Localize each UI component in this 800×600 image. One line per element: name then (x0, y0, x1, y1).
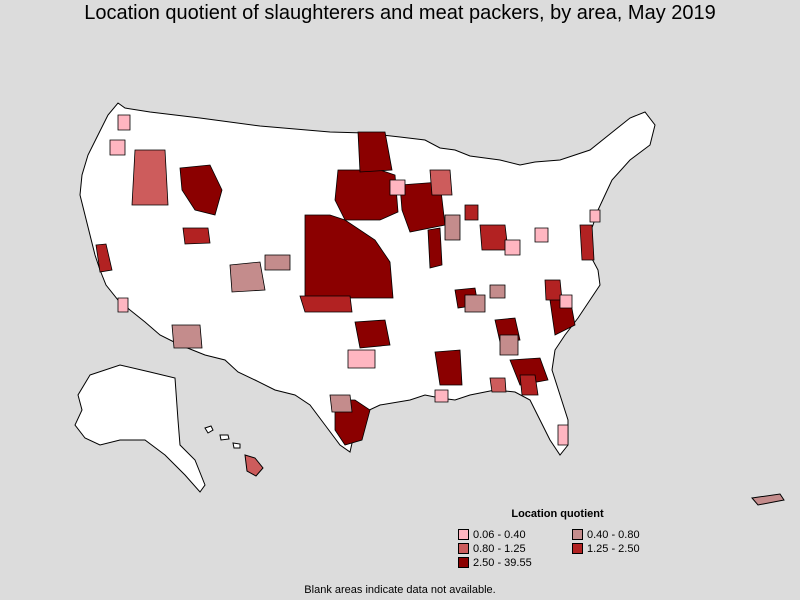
puerto-rico (751, 493, 785, 506)
legend-item-4: 1.25 - 2.50 (572, 542, 682, 555)
legend-item-1: 0.06 - 0.40 (458, 528, 568, 541)
legend: Location quotient 0.06 - 0.40 0.40 - 0.8… (440, 508, 670, 569)
legend-label: 0.06 - 0.40 (473, 528, 526, 541)
data-availability-note: Blank areas indicate data not available. (304, 584, 496, 596)
legend-label: 1.25 - 2.50 (587, 542, 640, 555)
alaska-outline (74, 364, 206, 493)
legend-swatch (458, 543, 469, 554)
legend-item-3: 0.80 - 1.25 (458, 542, 568, 555)
hawaii-islands (204, 425, 264, 477)
map-title: Location quotient of slaughterers and me… (84, 2, 716, 24)
legend-label: 0.80 - 1.25 (473, 542, 526, 555)
legend-swatch (458, 557, 469, 568)
legend-grid: 0.06 - 0.40 0.40 - 0.80 0.80 - 1.25 1.25… (440, 528, 670, 569)
legend-title: Location quotient (511, 508, 604, 520)
legend-item-5: 2.50 - 39.55 (458, 556, 568, 569)
legend-item-2: 0.40 - 0.80 (572, 528, 682, 541)
legend-label: 2.50 - 39.55 (473, 556, 532, 569)
legend-swatch (458, 529, 469, 540)
shaded-areas (95, 114, 601, 446)
legend-label: 0.40 - 0.80 (587, 528, 640, 541)
legend-swatch (572, 529, 583, 540)
legend-swatch (572, 543, 583, 554)
